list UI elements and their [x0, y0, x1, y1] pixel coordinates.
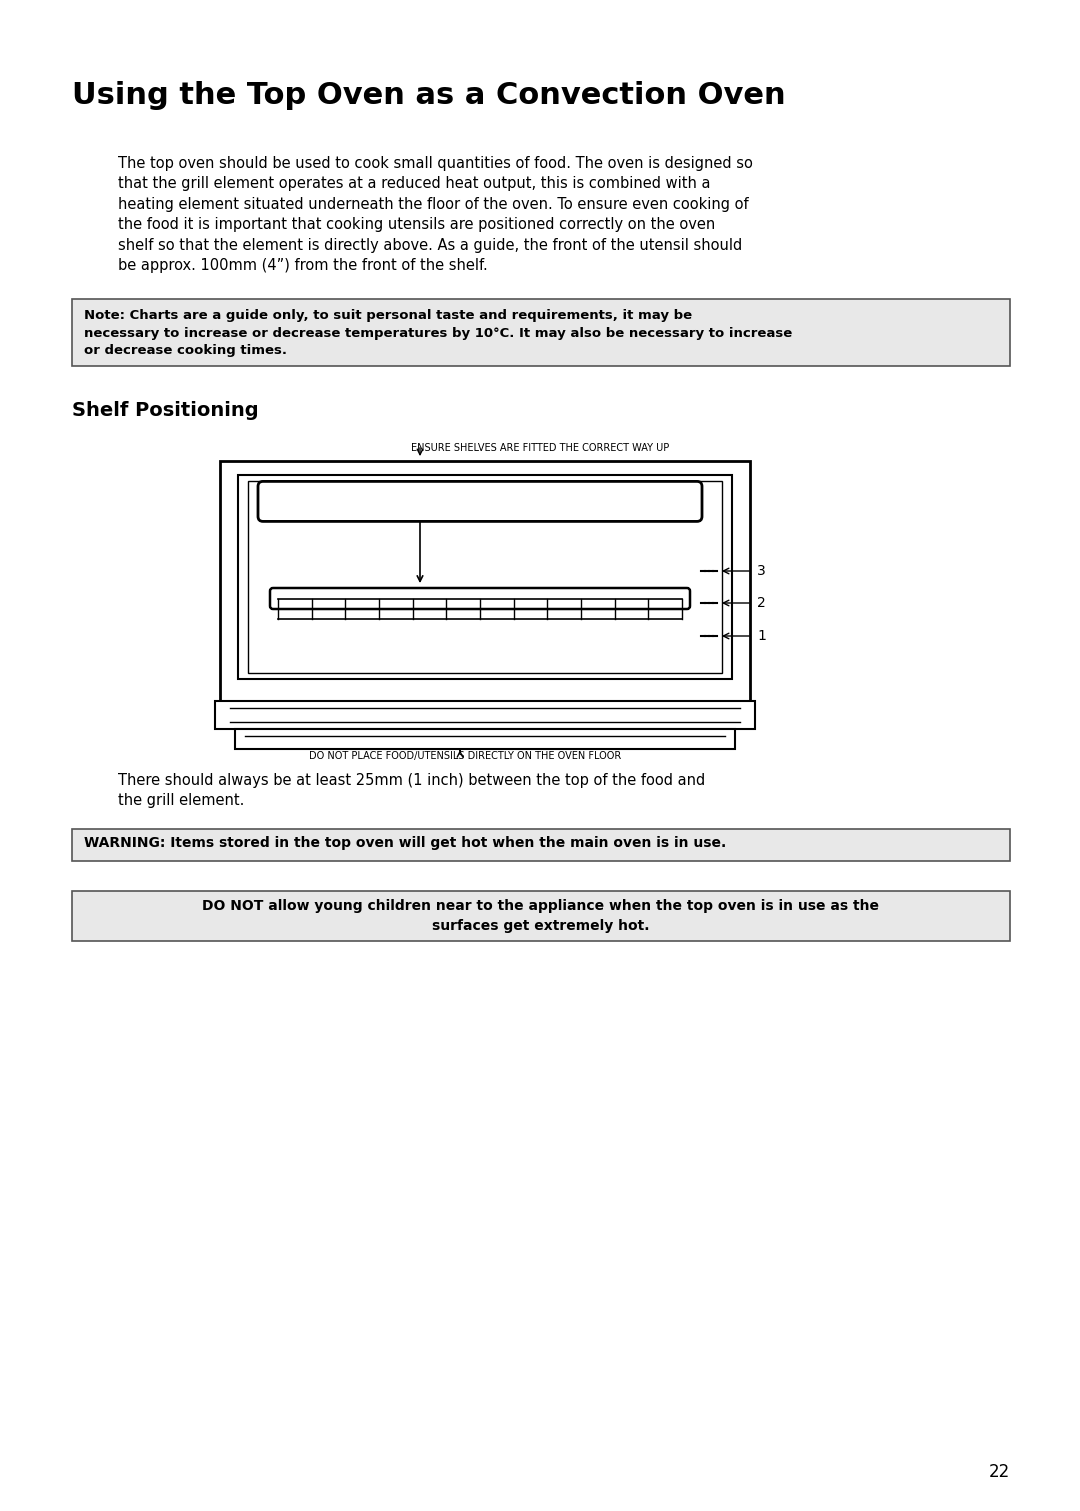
Text: DO NOT PLACE FOOD/UTENSILS DIRECTLY ON THE OVEN FLOOR: DO NOT PLACE FOOD/UTENSILS DIRECTLY ON T… — [309, 751, 621, 762]
Text: ENSURE SHELVES ARE FITTED THE CORRECT WAY UP: ENSURE SHELVES ARE FITTED THE CORRECT WA… — [410, 443, 670, 453]
Text: Note: Charts are a guide only, to suit personal taste and requirements, it may b: Note: Charts are a guide only, to suit p… — [84, 310, 793, 357]
Text: Using the Top Oven as a Convection Oven: Using the Top Oven as a Convection Oven — [72, 82, 785, 110]
Text: DO NOT allow young children near to the appliance when the top oven is in use as: DO NOT allow young children near to the … — [203, 899, 879, 932]
Text: There should always be at least 25mm (1 inch) between the top of the food and
th: There should always be at least 25mm (1 … — [118, 774, 705, 808]
Bar — [235, 728, 735, 749]
Text: 1: 1 — [757, 629, 766, 644]
Text: 22: 22 — [989, 1463, 1010, 1481]
FancyBboxPatch shape — [72, 299, 1010, 366]
Text: 2: 2 — [757, 595, 766, 610]
Bar — [248, 482, 723, 674]
FancyBboxPatch shape — [258, 482, 702, 521]
FancyBboxPatch shape — [72, 830, 1010, 861]
FancyBboxPatch shape — [270, 588, 690, 609]
Text: 3: 3 — [757, 564, 766, 579]
Text: WARNING: Items stored in the top oven will get hot when the main oven is in use.: WARNING: Items stored in the top oven wi… — [84, 836, 726, 851]
Bar — [238, 476, 732, 680]
Bar — [220, 461, 750, 701]
Text: The top oven should be used to cook small quantities of food. The oven is design: The top oven should be used to cook smal… — [118, 156, 753, 273]
Bar — [215, 701, 755, 728]
Text: Shelf Positioning: Shelf Positioning — [72, 400, 258, 420]
FancyBboxPatch shape — [72, 891, 1010, 941]
